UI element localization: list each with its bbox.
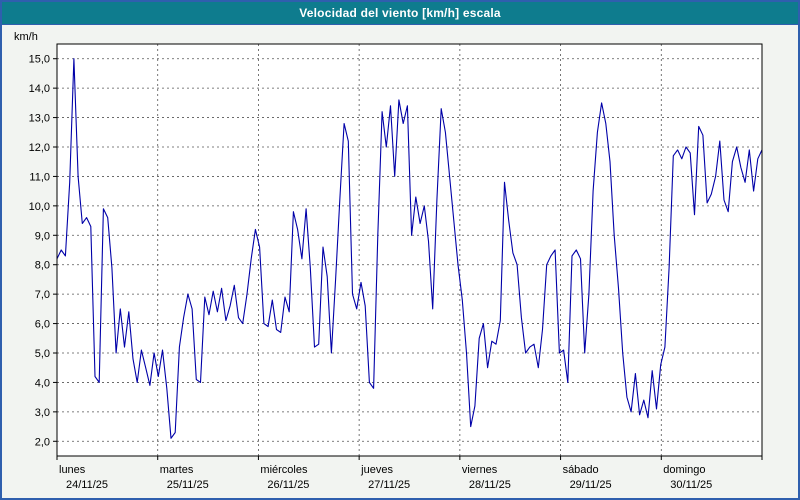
y-tick-label: 15,0 <box>29 54 50 66</box>
wind-speed-chart: 2,0 3,0 4,0 5,0 6,0 7,0 8,0 9,0 10,0 11,0 12,0 13,0… <box>14 31 763 491</box>
x-date-label: 26/11/25 <box>267 479 309 491</box>
x-date-label: 27/11/25 <box>368 479 410 491</box>
y-tick-label: 11,0 <box>29 171 50 183</box>
x-day-label: domingo <box>663 464 705 476</box>
y-tick-label: 6,0 <box>35 319 50 331</box>
y-tick-label: 8,0 <box>35 260 50 272</box>
x-day-label: sábado <box>563 464 599 476</box>
x-day-label: jueves <box>360 464 393 476</box>
y-tick-label: 10,0 <box>29 201 50 213</box>
x-day-label: martes <box>160 464 194 476</box>
plot-background <box>57 44 762 456</box>
x-day-label: miércoles <box>260 464 308 476</box>
x-date-label: 30/11/25 <box>670 479 712 491</box>
x-day-label: viernes <box>462 464 498 476</box>
y-tick-label: 12,0 <box>29 142 50 154</box>
x-date-label: 25/11/25 <box>167 479 209 491</box>
y-tick-label: 14,0 <box>29 83 50 95</box>
y-tick-label: 4,0 <box>35 377 50 389</box>
y-tick-label: 13,0 <box>29 113 50 125</box>
title-bar: Velocidad del viento [km/h] escala <box>2 2 798 25</box>
y-tick-label: 7,0 <box>35 289 50 301</box>
x-date-label: 29/11/25 <box>570 479 612 491</box>
x-date-label: 28/11/25 <box>469 479 511 491</box>
y-axis-unit-label: km/h <box>14 31 38 43</box>
wind-speed-line <box>56 58 763 439</box>
chart-area: 2,0 3,0 4,0 5,0 6,0 7,0 8,0 9,0 10,0 11,0 12,0 13,0… <box>2 25 798 498</box>
x-day-label: lunes <box>59 464 86 476</box>
y-tick-label: 9,0 <box>35 230 50 242</box>
plot-border <box>56 43 763 457</box>
y-tick-label: 2,0 <box>35 436 50 448</box>
x-date-label: 24/11/25 <box>66 479 108 491</box>
y-tick-label: 5,0 <box>35 348 50 360</box>
y-tick-label: 3,0 <box>35 407 50 419</box>
chart-title: Velocidad del viento [km/h] escala <box>299 6 501 20</box>
